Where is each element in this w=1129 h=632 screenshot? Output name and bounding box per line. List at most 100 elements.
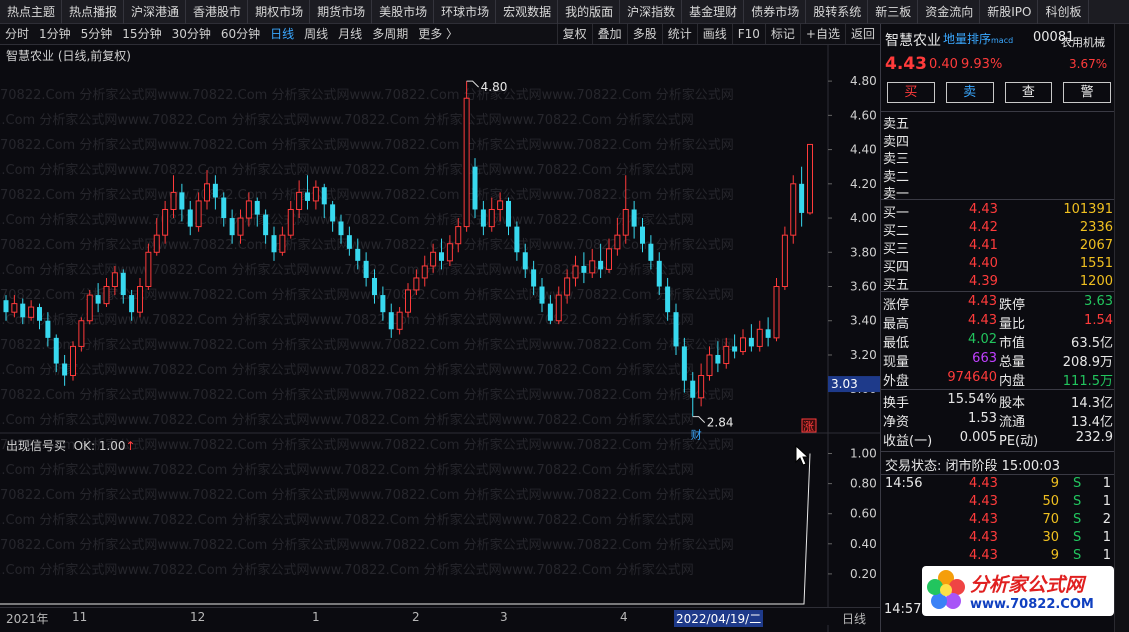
toolbar-button[interactable]: 叠加 <box>591 24 627 44</box>
candle-body <box>506 200 511 227</box>
menu-item[interactable]: 期权市场 <box>248 0 311 24</box>
chart-area[interactable]: 70822.Com 分析家公式网www.70822.Com 分析家公式网www.… <box>0 44 880 632</box>
menu-item[interactable]: 我的版面 <box>558 0 621 24</box>
menu-item[interactable]: 期货市场 <box>310 0 373 24</box>
menu-item[interactable]: 债券市场 <box>744 0 807 24</box>
candle-body <box>305 192 310 201</box>
trade-button[interactable]: 查 <box>1004 82 1053 103</box>
stat-label: 跌停 <box>999 298 1026 313</box>
buy-volume: 101391 <box>1063 202 1113 217</box>
tick-side: S <box>1073 476 1082 491</box>
stat-value: 63.5亿 <box>1071 336 1113 351</box>
stat-label: 换手 <box>883 396 910 411</box>
candle-body <box>463 97 470 228</box>
candle-body <box>212 183 218 198</box>
candle-body <box>472 166 478 210</box>
sell-row: 卖一 <box>883 183 1113 202</box>
toolbar-button[interactable]: 统计 <box>661 24 697 44</box>
tick-price: 4.43 <box>969 494 998 509</box>
cai-marker[interactable]: 财 <box>691 428 702 442</box>
period-tab[interactable]: 月线 <box>338 27 363 41</box>
date-axis: 2021年 11 12 1 2 3 4 2022/04/19/二 日线 <box>0 607 880 627</box>
kline-chart[interactable]: 70822.Com 分析家公式网www.70822.Com 分析家公式网www.… <box>0 44 880 632</box>
period-tab[interactable]: 分时 <box>5 27 30 41</box>
tick-volume: 9 <box>1050 548 1059 563</box>
scrollbar[interactable] <box>1114 24 1129 632</box>
candle-body <box>363 260 369 278</box>
menu-item[interactable]: 资金流向 <box>918 0 981 24</box>
date-tick: 12 <box>190 610 206 624</box>
buy-label: 买二 <box>883 224 910 239</box>
candle-body <box>53 337 59 364</box>
date-mode[interactable]: 日线 <box>841 612 866 626</box>
tick-price: 4.43 <box>969 530 998 545</box>
period-tab[interactable]: 周线 <box>304 27 329 41</box>
menu-item[interactable]: 新股IPO <box>980 0 1039 24</box>
zhang-marker-box[interactable] <box>801 418 817 433</box>
tick-row: 4.43 50 S 1 <box>883 494 1113 512</box>
menu-item[interactable]: 科创板 <box>1038 0 1089 24</box>
period-tab[interactable]: 1分钟 <box>39 27 71 41</box>
tick-price: 4.43 <box>969 512 998 527</box>
top-menu: 热点主题 热点播报 沪深港通 香港股市 期权市场 期货市场 美股市场 环球市场 宏观数据 我的版面… <box>0 0 1129 24</box>
toolbar-button[interactable]: F10 <box>731 24 765 44</box>
trade-button[interactable]: 警 <box>1063 82 1111 103</box>
stat-value: 4.43 <box>968 294 997 309</box>
menu-item[interactable]: 股转系统 <box>806 0 869 24</box>
candle-body <box>614 234 621 250</box>
indicator-ok: OK: 1.00 <box>73 439 126 453</box>
toolbar-button[interactable]: 画线 <box>696 24 732 44</box>
watermark: 70822.Com 分析家公式网www.70822.Com 分析家公式网www.… <box>0 87 734 103</box>
toolbar-button[interactable]: 标记 <box>764 24 800 44</box>
menu-item[interactable]: 宏观数据 <box>496 0 559 24</box>
candle-body <box>598 260 604 270</box>
menu-item[interactable]: 基金理财 <box>682 0 745 24</box>
stat-value: 111.5万 <box>1062 374 1113 389</box>
menu-item[interactable]: 环球市场 <box>434 0 497 24</box>
candle-body <box>312 186 319 202</box>
indicator-tick-label: 0.40 <box>850 537 877 551</box>
candle-body <box>497 200 504 210</box>
toolbar-button[interactable]: 复权 <box>556 24 592 44</box>
price-change-pct: 9.93% <box>961 57 1003 72</box>
stock-code: 00081 <box>1033 30 1075 45</box>
buy-price: 4.41 <box>969 238 998 253</box>
candle-body <box>11 303 18 313</box>
buy-row: 买三 4.41 2067 <box>883 238 1113 257</box>
menu-item[interactable]: 热点播报 <box>62 0 125 24</box>
candle-body <box>129 295 135 313</box>
trade-status: 交易状态: 闭市阶段 15:00:03 <box>883 455 1113 474</box>
menu-item[interactable]: 沪深指数 <box>620 0 683 24</box>
menu-item[interactable]: 沪深港通 <box>124 0 187 24</box>
period-tab[interactable]: 更多 〉 <box>418 27 459 41</box>
menu-item[interactable]: 美股市场 <box>372 0 435 24</box>
stat-label: 净资 <box>883 415 910 430</box>
trade-button[interactable]: 卖 <box>945 82 994 103</box>
toolbar-button[interactable]: 返回 <box>844 24 880 44</box>
mouse-cursor-icon <box>795 444 810 466</box>
toolbar-button[interactable]: +自选 <box>799 24 845 44</box>
toolbar-button[interactable]: 多股 <box>626 24 662 44</box>
period-tab[interactable]: 30分钟 <box>171 27 211 41</box>
menu-item[interactable]: 热点主题 <box>0 0 63 24</box>
period-tab[interactable]: 15分钟 <box>122 27 162 41</box>
period-tab[interactable]: 5分钟 <box>80 27 113 41</box>
stat-label: 市值 <box>999 336 1026 351</box>
buy-label: 买五 <box>883 278 910 293</box>
rank-link[interactable]: 地量排序macd <box>943 30 1013 47</box>
menu-item[interactable]: 香港股市 <box>186 0 249 24</box>
stat-label: 量比 <box>999 317 1026 332</box>
sell-label: 卖二 <box>883 169 910 185</box>
stat-value: 1.54 <box>1084 313 1113 328</box>
candle-body <box>78 320 85 347</box>
period-tab[interactable]: 多周期 <box>372 27 409 41</box>
period-tab[interactable]: 60分钟 <box>220 27 261 41</box>
candle-body <box>3 300 9 313</box>
period-tab[interactable]: 日线 <box>270 27 295 41</box>
menu-item[interactable]: 新三板 <box>868 0 919 24</box>
candle-body <box>372 277 377 296</box>
trade-button[interactable]: 买 <box>887 82 935 103</box>
date-tick: 2021年 <box>6 612 49 626</box>
candle-body <box>179 192 185 210</box>
stock-header: 智慧农业 地量排序macd 00081 农用机械 <box>885 28 1113 49</box>
